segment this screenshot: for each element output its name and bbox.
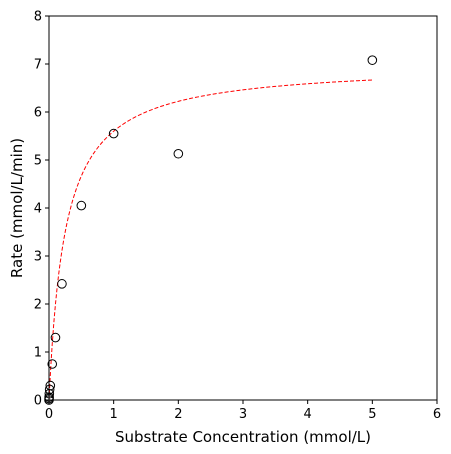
y-tick-label: 0 (34, 394, 42, 409)
y-tick-label: 7 (34, 58, 42, 73)
data-point (50, 332, 61, 343)
data-point (173, 148, 184, 159)
data-point (76, 200, 87, 211)
y-tick-label: 4 (34, 202, 42, 217)
y-tick-label: 3 (34, 250, 42, 265)
data-point (367, 55, 378, 65)
y-tick-label: 6 (34, 106, 42, 121)
x-axis-title: Substrate Concentration (mmol/L) (115, 428, 371, 446)
plot-frame (48, 15, 438, 401)
x-tick-label: 3 (239, 407, 247, 422)
x-tick-label: 1 (110, 407, 118, 422)
data-point (57, 279, 67, 289)
fit-curve (48, 79, 373, 401)
plot-area: 0 1 2 3 4 5 6 0 1 2 3 4 5 6 7 8 (34, 10, 441, 423)
y-tick-label: 1 (34, 346, 42, 361)
data-point (45, 380, 56, 391)
y-tick-label: 5 (34, 154, 42, 169)
y-tick-label: 2 (34, 298, 42, 313)
y-tick-label: 8 (34, 10, 42, 25)
data-point (44, 384, 55, 395)
x-tick-label: 0 (45, 407, 53, 422)
data-point (47, 359, 58, 369)
x-tick-label: 2 (174, 407, 182, 422)
y-axis-title: Rate (mmol/L/min) (8, 138, 26, 278)
x-tick-label: 4 (304, 407, 312, 422)
x-tick-label: 5 (368, 407, 376, 422)
data-point (108, 128, 119, 139)
x-tick-label: 6 (433, 407, 441, 422)
